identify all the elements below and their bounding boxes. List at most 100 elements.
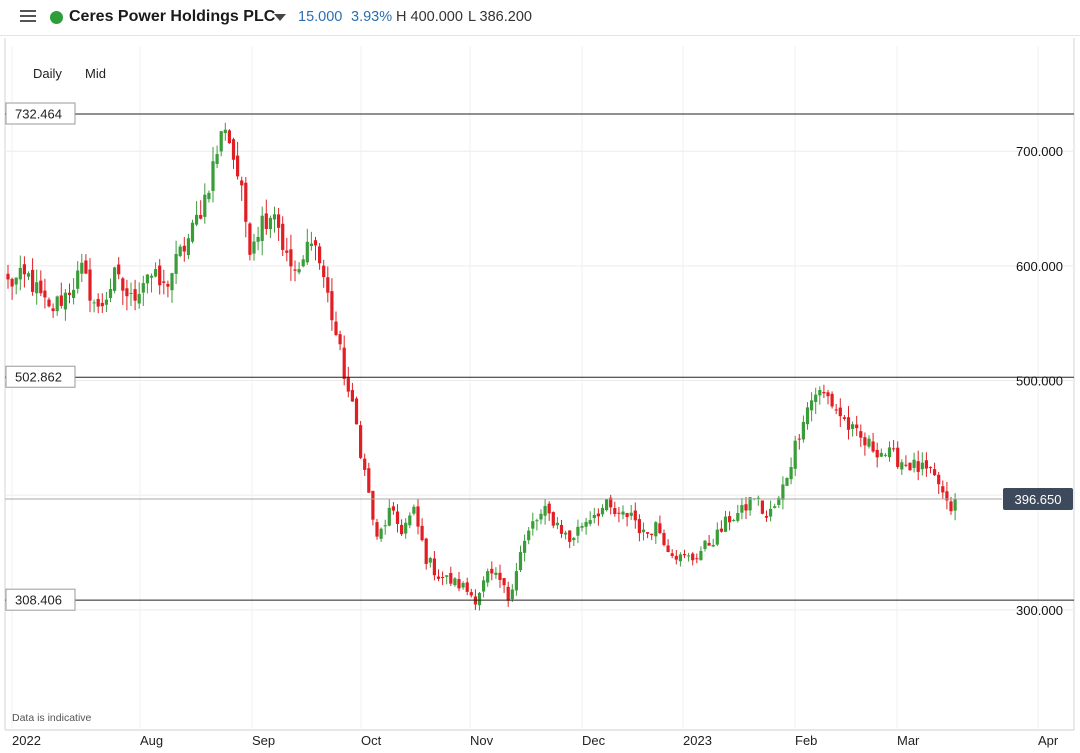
candle-body: [736, 513, 740, 521]
candle-body: [428, 558, 432, 563]
candle: [658, 515, 662, 535]
candle-body: [506, 586, 510, 601]
candle-body: [699, 550, 703, 561]
current-price-tag: [1003, 488, 1073, 511]
candle: [371, 490, 375, 526]
candle: [162, 269, 166, 295]
candle: [900, 459, 904, 475]
candle-body: [662, 532, 666, 545]
candle: [572, 536, 576, 546]
candle-body: [252, 241, 256, 254]
candle-body: [748, 497, 752, 511]
y-tick-label: 500.000: [1016, 374, 1063, 389]
candle-body: [162, 281, 166, 283]
candle-body: [514, 571, 518, 591]
candle: [18, 255, 22, 291]
candle: [26, 271, 31, 281]
day-high: H 400.000: [396, 9, 463, 25]
candle-body: [723, 516, 728, 532]
candle: [605, 498, 609, 512]
candle-body: [35, 282, 39, 294]
candle-body: [883, 454, 887, 456]
candle: [154, 262, 158, 278]
candle-body: [104, 299, 108, 305]
candle: [326, 266, 330, 303]
candle: [494, 567, 498, 579]
candle-body: [432, 558, 436, 576]
candle: [707, 535, 711, 546]
candle-body: [859, 431, 863, 438]
candle-body: [621, 511, 625, 515]
candle-body: [395, 511, 400, 524]
candlestick-chart[interactable]: 300.000400.000500.000600.000700.0002022A…: [0, 36, 1080, 753]
candle-body: [715, 529, 719, 545]
hamburger-menu-icon[interactable]: [20, 10, 36, 24]
candle-body: [572, 537, 576, 541]
candle-body: [125, 288, 129, 297]
candle: [826, 389, 830, 405]
candle: [592, 507, 596, 524]
candle: [892, 440, 896, 452]
candle-body: [523, 540, 527, 553]
candle-body: [22, 264, 26, 275]
candle: [728, 511, 732, 531]
candle: [588, 511, 592, 527]
candle-body: [703, 540, 707, 549]
candle: [883, 452, 887, 458]
candle: [678, 552, 682, 567]
candle: [715, 522, 719, 547]
candle-body: [477, 592, 482, 606]
candle-body: [465, 582, 469, 592]
candle: [920, 452, 924, 476]
candle: [543, 499, 547, 525]
candle-body: [518, 552, 523, 571]
candle-body: [47, 299, 51, 307]
candle: [215, 145, 219, 169]
candle: [129, 282, 133, 306]
candle: [301, 255, 305, 268]
candle-body: [801, 421, 805, 440]
candle-body: [781, 484, 785, 500]
candle: [203, 183, 207, 224]
candle: [490, 561, 494, 581]
candle-body: [924, 460, 928, 469]
candle: [682, 549, 687, 559]
candle-body: [76, 270, 80, 289]
candle-body: [272, 214, 277, 220]
price-change-percent: 3.93%: [351, 9, 393, 25]
candle-body: [412, 506, 416, 514]
candle-body: [797, 438, 801, 440]
candle-body: [211, 161, 215, 192]
candle-body: [363, 458, 367, 470]
instrument-header: Ceres Power Holdings PLC 15.000 3.93% H …: [0, 0, 1080, 36]
candle: [621, 505, 625, 520]
candle-body: [498, 572, 502, 580]
timeframe-daily[interactable]: Daily: [33, 66, 62, 81]
candle: [687, 552, 691, 562]
candle: [281, 216, 285, 256]
candle-body: [80, 262, 84, 274]
candle-body: [666, 545, 670, 553]
candle: [863, 432, 867, 456]
candle-body: [342, 347, 346, 379]
timeframe-mid[interactable]: Mid: [85, 66, 106, 81]
candle-body: [338, 334, 342, 345]
candle-body: [219, 131, 223, 152]
candle: [6, 264, 10, 289]
candle-body: [26, 273, 31, 277]
caret-down-icon[interactable]: [274, 14, 286, 21]
candle-body: [195, 214, 199, 225]
x-tick-label: 2023: [683, 733, 712, 748]
candle: [432, 551, 436, 581]
candle: [453, 577, 457, 587]
candle: [822, 384, 826, 398]
candle-body: [88, 269, 92, 301]
candle-body: [248, 223, 252, 255]
market-status-dot-icon: [50, 11, 63, 24]
candle: [805, 402, 810, 430]
candle-body: [609, 497, 613, 508]
candle-body: [260, 215, 264, 242]
candle: [674, 550, 678, 565]
candle: [248, 222, 252, 261]
instrument-name[interactable]: Ceres Power Holdings PLC: [69, 8, 276, 25]
